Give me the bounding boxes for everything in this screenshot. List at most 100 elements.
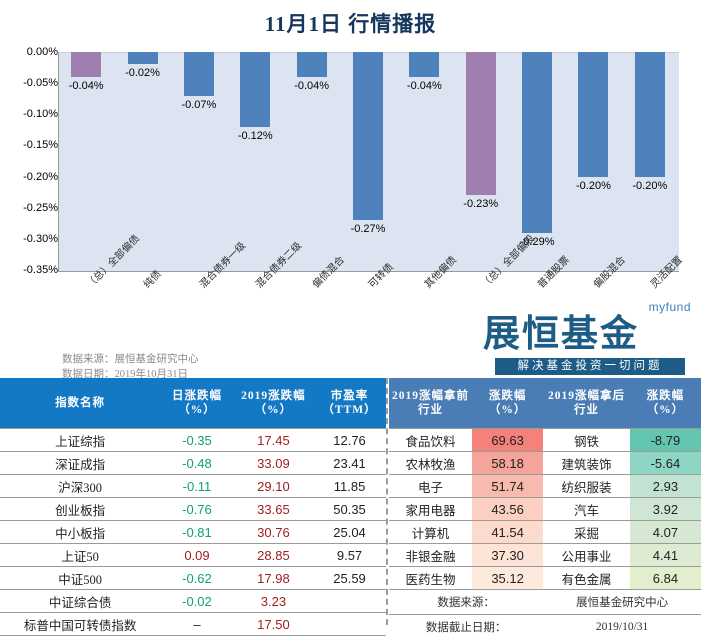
chart-bar (353, 52, 383, 220)
chart-bar (297, 52, 327, 77)
table-divider (386, 378, 388, 625)
y-axis: 0.00%-0.05%-0.10%-0.15%-0.20%-0.25%-0.30… (0, 44, 58, 270)
page-title: 11月1日 行情播报 (0, 8, 701, 38)
industry-top-value-cell: 35.12 (472, 567, 543, 590)
industry-top-name-cell: 农林牧渔 (389, 452, 472, 475)
index-daily-change-cell: -0.81 (160, 521, 234, 544)
data-tables: 指数名称 日涨跌幅（%） 2019涨跌幅（%） 市盈率（TTM） 上证综指-0.… (0, 378, 701, 625)
logo-slogan: 解决基金投资一切问题 (495, 358, 685, 375)
table-footer-row: 数据来源：展恒基金研究中心 (389, 590, 701, 615)
index-name-cell: 上证综指 (0, 429, 160, 452)
y-axis-tick: -0.35% (6, 265, 58, 275)
y-axis-tick: -0.10% (6, 109, 58, 119)
chart-bar-fill (297, 52, 327, 77)
industry-bottom-value-cell: 4.07 (630, 521, 701, 544)
industry-bottom-name-cell: 汽车 (543, 498, 630, 521)
chart-bar (71, 52, 101, 77)
chart-bar-fill (522, 52, 552, 233)
index-name-cell: 深证成指 (0, 452, 160, 475)
industry-top-value-cell: 51.74 (472, 475, 543, 498)
index-ytd-change-cell: 28.85 (234, 544, 313, 567)
chart-bar-value-label: -0.04% (394, 80, 454, 92)
chart-bar-value-label: -0.02% (113, 67, 173, 79)
index-name-cell: 创业板指 (0, 498, 160, 521)
industry-bottom-value-cell: 6.84 (630, 567, 701, 590)
industry-top-name-cell: 食品饮料 (389, 429, 472, 452)
y-axis-tick: -0.05% (6, 78, 58, 88)
industry-top-name-cell: 计算机 (389, 521, 472, 544)
industry-top-value-cell: 41.54 (472, 521, 543, 544)
index-daily-change-cell: -0.76 (160, 498, 234, 521)
index-daily-change-cell: -0.02 (160, 590, 234, 613)
index-ytd-change-cell: 17.45 (234, 429, 313, 452)
chart-bar-value-label: -0.27% (338, 223, 398, 235)
industry-table: 2019涨幅拿前行业 涨跌幅（%） 2019涨幅拿后行业 涨跌幅（%） 食品饮料… (389, 378, 701, 639)
chart-bar-value-label: -0.12% (225, 130, 285, 142)
index-ytd-change-cell: 33.09 (234, 452, 313, 475)
industry-bottom-value-cell: 4.41 (630, 544, 701, 567)
index-daily-change-cell: -0.35 (160, 429, 234, 452)
index-pe-cell: 9.57 (313, 544, 386, 567)
industry-table-header-top: 2019涨幅拿前行业 (389, 378, 472, 429)
index-ytd-change-cell: 17.50 (234, 613, 313, 636)
logo-company-name: 展恒基金 (483, 314, 639, 354)
chart-bar-fill (240, 52, 270, 127)
industry-footer-label: 数据来源： (389, 590, 543, 615)
chart-bar (635, 52, 665, 177)
index-table-header-row: 指数名称 日涨跌幅（%） 2019涨跌幅（%） 市盈率（TTM） (0, 378, 386, 429)
y-axis-tick: -0.15% (6, 140, 58, 150)
industry-bottom-name-cell: 有色金属 (543, 567, 630, 590)
y-axis-tick: -0.25% (6, 203, 58, 213)
industry-top-name-cell: 电子 (389, 475, 472, 498)
chart-bar-fill (71, 52, 101, 77)
chart-bar (240, 52, 270, 127)
industry-bottom-name-cell: 公用事业 (543, 544, 630, 567)
chart-bar-fill (635, 52, 665, 177)
industry-bottom-value-cell: 3.92 (630, 498, 701, 521)
index-pe-cell: 25.04 (313, 521, 386, 544)
industry-top-name-cell: 非银金融 (389, 544, 472, 567)
index-daily-change-cell: 0.09 (160, 544, 234, 567)
y-axis-tick: -0.30% (6, 234, 58, 244)
chart-bar-value-label: -0.04% (56, 80, 116, 92)
index-name-cell: 中证500 (0, 567, 160, 590)
industry-footer-value: 2019/10/31 (543, 615, 701, 639)
industry-table-header-bottom: 2019涨幅拿后行业 (543, 378, 630, 429)
index-daily-change-cell: -0.62 (160, 567, 234, 590)
industry-table-header-top-val: 涨跌幅（%） (472, 378, 543, 429)
index-ytd-change-cell: 29.10 (234, 475, 313, 498)
chart-bar (184, 52, 214, 96)
index-daily-change-cell: – (160, 613, 234, 636)
index-pe-cell: 23.41 (313, 452, 386, 475)
index-name-cell: 标普中国可转债指数 (0, 613, 160, 636)
index-table-header-daily: 日涨跌幅（%） (160, 378, 234, 429)
industry-footer-value: 展恒基金研究中心 (543, 590, 701, 615)
index-ytd-change-cell: 33.65 (234, 498, 313, 521)
index-name-cell: 中小板指 (0, 521, 160, 544)
table-row: 标普中国可转债指数–17.50 (0, 613, 386, 636)
index-name-cell: 沪深300 (0, 475, 160, 498)
industry-bottom-name-cell: 采掘 (543, 521, 630, 544)
index-pe-cell: 12.76 (313, 429, 386, 452)
index-ytd-change-cell: 17.98 (234, 567, 313, 590)
index-daily-change-cell: -0.11 (160, 475, 234, 498)
chart-bar-value-label: -0.20% (620, 180, 680, 192)
brand-logo: myfund 展恒基金 解决基金投资一切问题 (475, 300, 693, 376)
industry-footer-label: 数据截止日期： (389, 615, 543, 639)
industry-bottom-name-cell: 钢铁 (543, 429, 630, 452)
chart-bar-fill (353, 52, 383, 220)
industry-bottom-value-cell: -8.79 (630, 429, 701, 452)
chart-bar-value-label: -0.23% (451, 198, 511, 210)
industry-top-value-cell: 69.63 (472, 429, 543, 452)
chart-bar-fill (409, 52, 439, 77)
